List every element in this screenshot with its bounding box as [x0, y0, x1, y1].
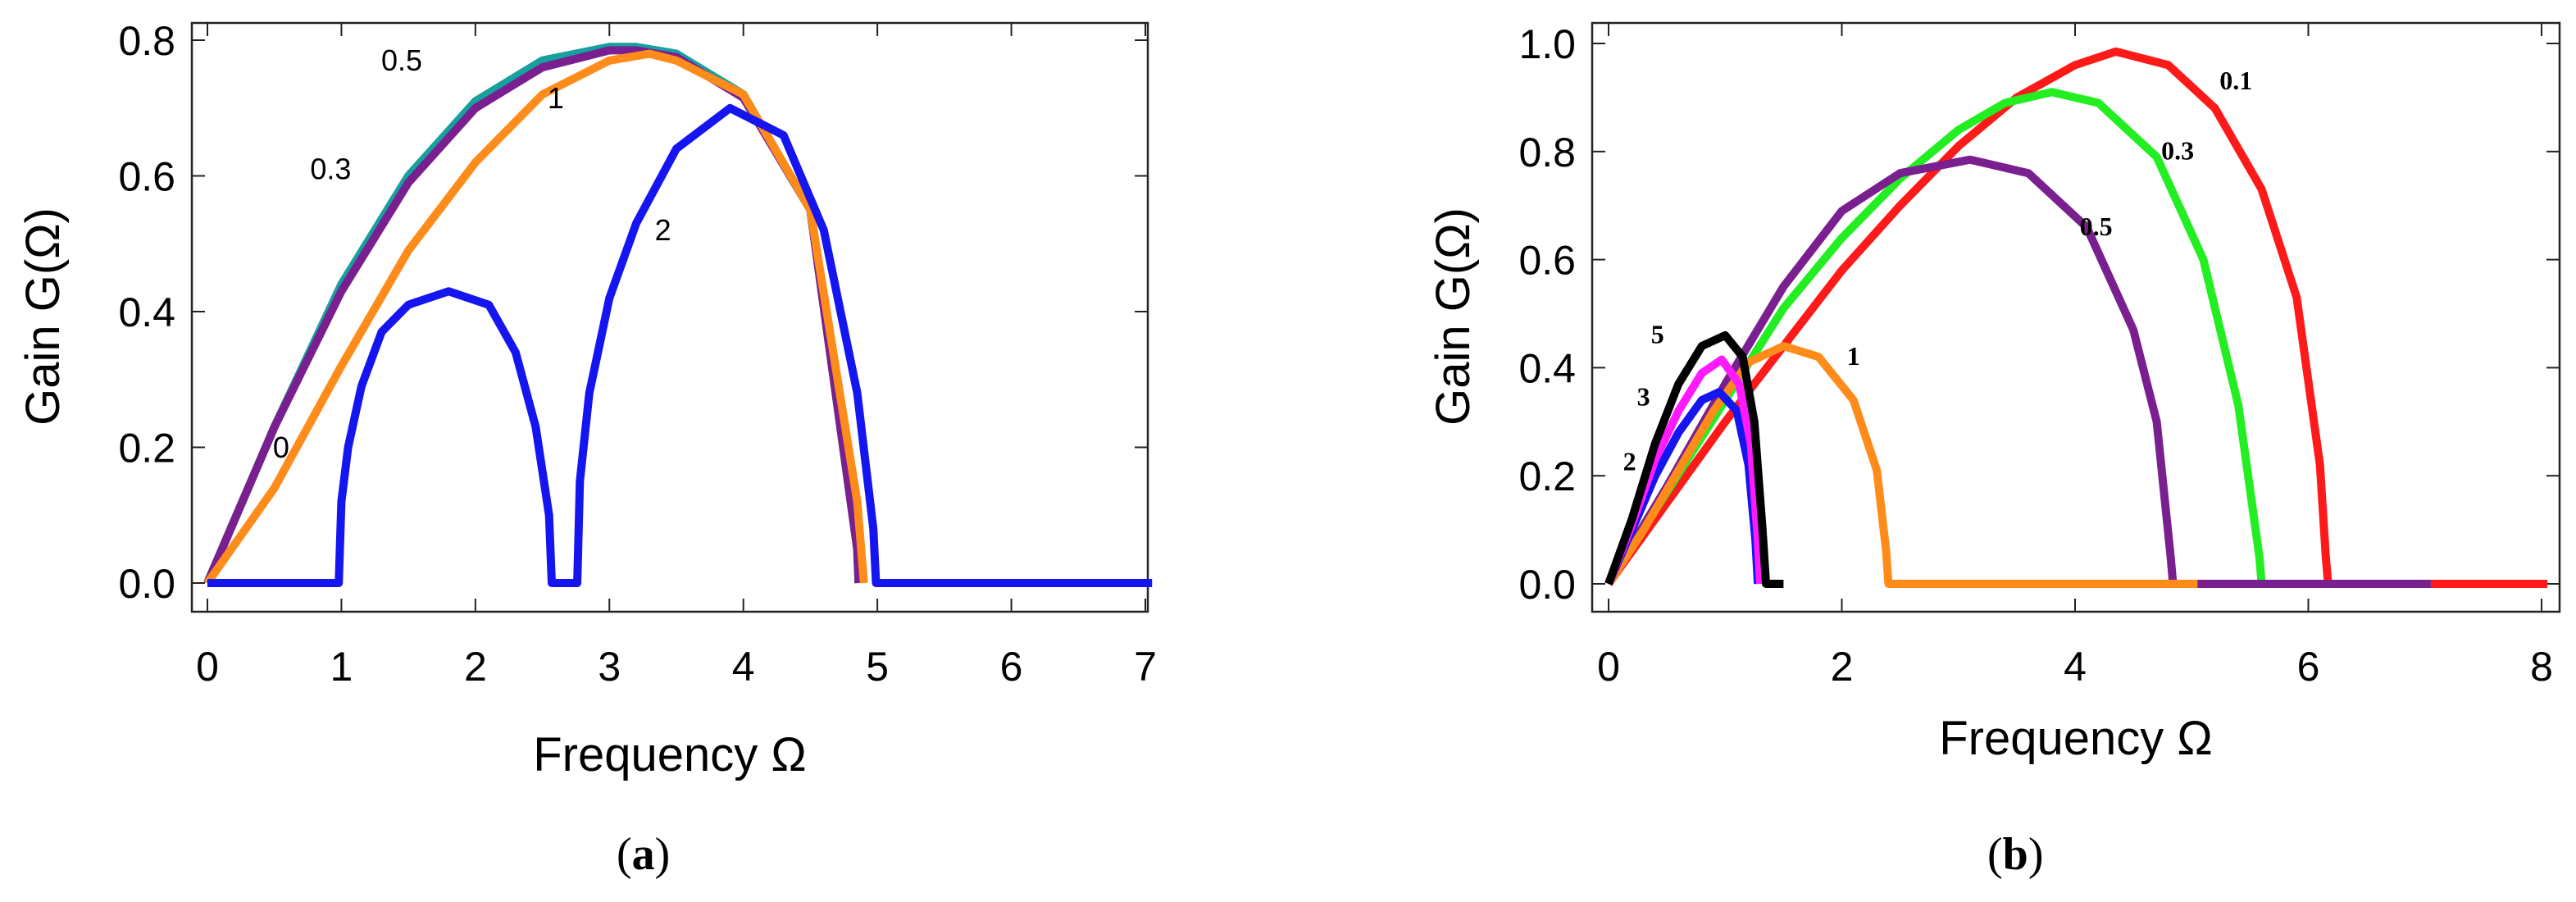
series-line-1 [203, 49, 868, 585]
curve-label-0_1: 0.1 [2219, 66, 2252, 95]
panel-b-ylabel: Gain G(Ω) [1427, 207, 1480, 426]
x-tick-label: 6 [1000, 644, 1023, 690]
curve-label-0: 0 [273, 430, 289, 464]
panel-b-curves [1604, 47, 2548, 588]
panel-a-caption: (a) [617, 829, 670, 880]
y-tick-label: 0.8 [1518, 130, 1576, 175]
x-tick-label: 7 [1134, 644, 1157, 690]
curve-label-0_3: 0.3 [2161, 136, 2194, 166]
curve-label-0_5: 0.5 [2080, 212, 2113, 241]
x-tick-label: 0 [1597, 644, 1620, 690]
y-tick-label: 1.0 [1518, 21, 1576, 67]
panel-b-frame [1591, 21, 2561, 613]
panel-a-frame [190, 21, 1149, 613]
y-tick-label: 0.8 [118, 18, 175, 64]
panel-a-xlabel: Frequency Ω [533, 728, 807, 781]
panel-a: 0 1 2 3 4 5 6 7 0.0 0.2 0.4 0.6 0.8 0 0.3 0.5 1 2 Freque… [16, 18, 1157, 880]
curve-label-3: 3 [1637, 382, 1650, 412]
x-tick-label: 2 [1831, 644, 1854, 690]
curve-label-5: 5 [1651, 320, 1664, 349]
curve-label-0_5: 0.5 [381, 43, 422, 77]
y-tick-label: 0.4 [1518, 345, 1576, 391]
curve-label-2: 2 [655, 213, 671, 247]
x-tick-label: 4 [732, 644, 755, 690]
y-tick-label: 0.0 [118, 561, 175, 607]
x-tick-label: 2 [464, 644, 487, 690]
y-tick-label: 0.6 [118, 154, 175, 200]
series-line-1 [1604, 342, 2198, 588]
panel-b-ticks: 0 2 4 6 8 0.0 0.2 0.4 0.6 0.8 1.0 [1518, 21, 2560, 690]
x-tick-label: 6 [2297, 644, 2320, 690]
x-tick-label: 5 [866, 644, 889, 690]
curve-label-0_3: 0.3 [310, 153, 351, 186]
panel-a-curve-labels: 0 0.3 0.5 1 2 [273, 43, 671, 464]
series-line-0_1 [1604, 47, 2548, 588]
x-tick-label: 4 [2064, 644, 2087, 690]
panel-b-xlabel: Frequency Ω [1939, 712, 2213, 765]
y-tick-label: 0.0 [1518, 562, 1576, 608]
panel-a-curves [203, 43, 1153, 587]
panel-b-curve-labels: 0.1 0.3 0.5 1 5 3 2 [1623, 66, 2253, 476]
y-tick-label: 0.4 [118, 289, 175, 335]
y-tick-label: 0.2 [118, 426, 175, 472]
series-line-5 [1604, 330, 1784, 588]
curve-label-2: 2 [1623, 447, 1636, 476]
curve-label-1: 1 [548, 81, 564, 115]
panel-b: 0 2 4 6 8 0.0 0.2 0.4 0.6 0.8 1.0 0.1 0.3 0.5 1 5 3 2 Fr… [1427, 21, 2561, 880]
series-line-0_5 [1604, 155, 2431, 588]
curve-label-1: 1 [1847, 341, 1860, 371]
series-line-0_3 [1604, 88, 2431, 588]
y-tick-label: 0.6 [1518, 238, 1576, 284]
x-tick-label: 8 [2530, 644, 2553, 690]
x-tick-label: 1 [330, 644, 353, 690]
panel-a-ylabel: Gain G(Ω) [16, 207, 70, 426]
x-tick-label: 3 [598, 644, 621, 690]
series-line-2 [207, 103, 1153, 587]
panel-b-caption: (b) [1987, 829, 2043, 880]
y-tick-label: 0.2 [1518, 453, 1576, 499]
panel-a-ticks: 0 1 2 3 4 5 6 7 0.0 0.2 0.4 0.6 0.8 [118, 18, 1156, 690]
x-tick-label: 0 [196, 644, 219, 690]
